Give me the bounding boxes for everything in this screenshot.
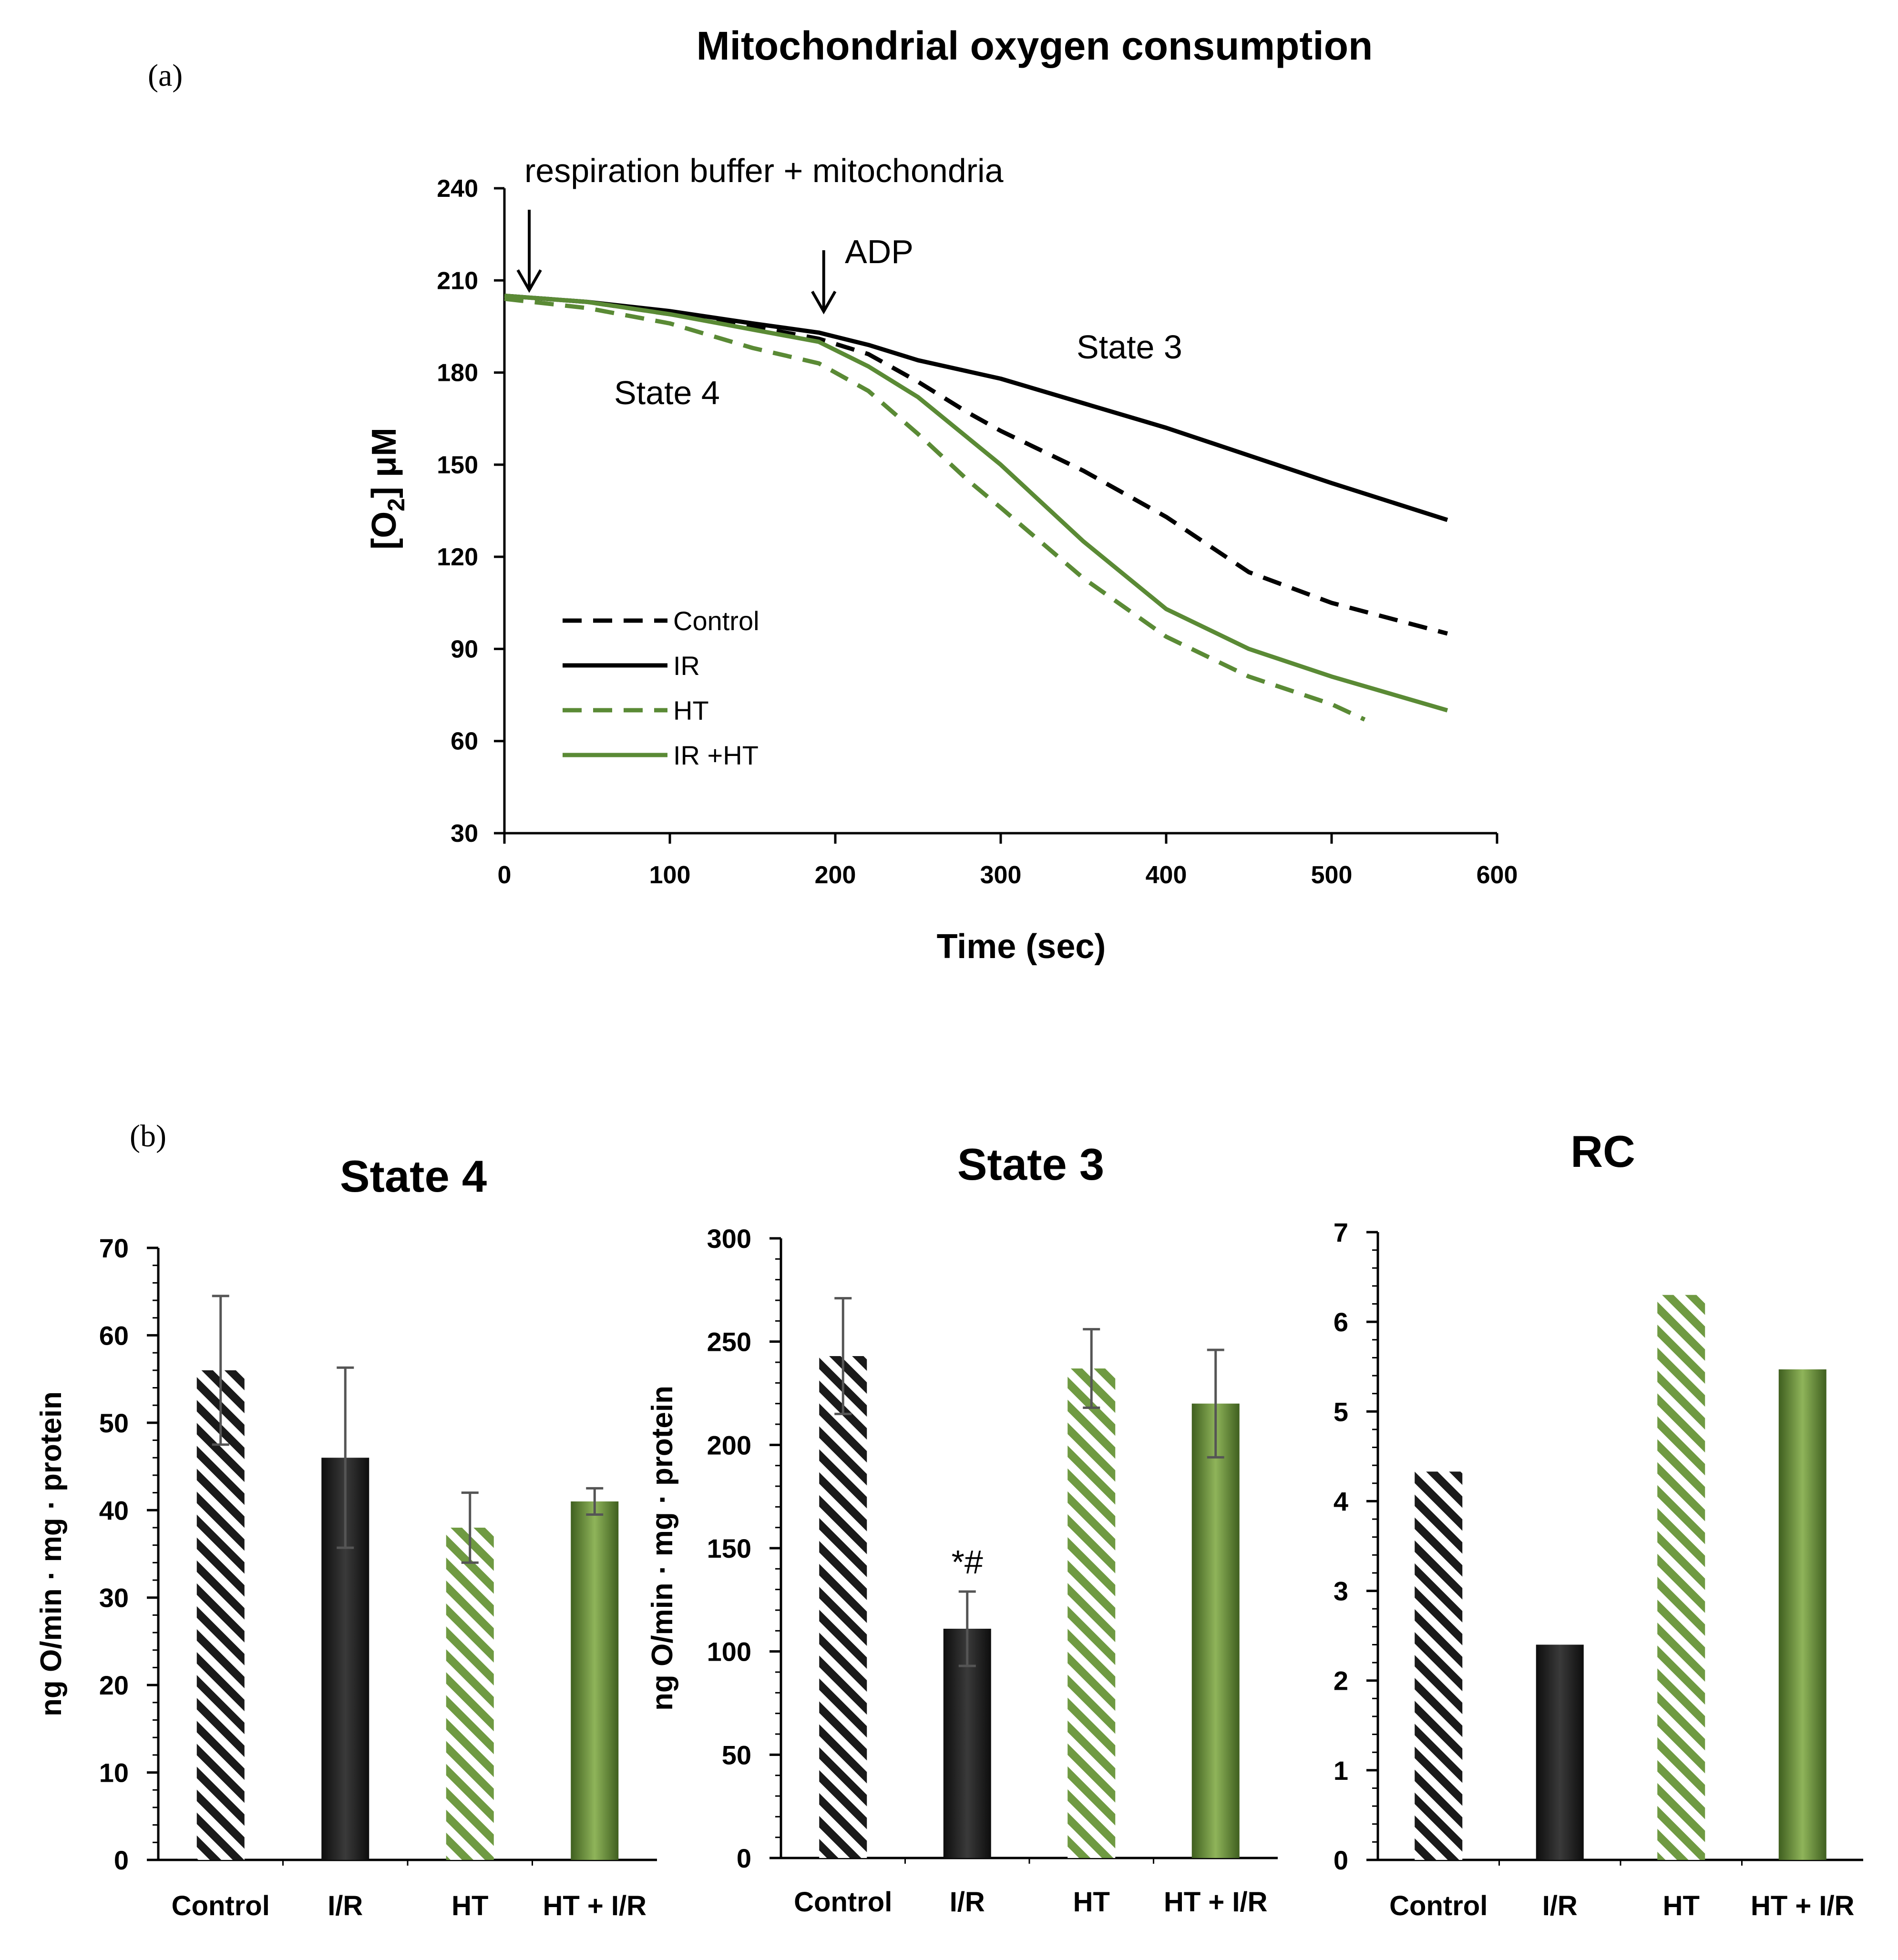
bar-ht-i-r — [1191, 1403, 1240, 1858]
bar-ht-i-r — [571, 1501, 619, 1860]
x-tick-label: 500 — [1311, 861, 1353, 889]
category-label-i-r: I/R — [328, 1890, 363, 1921]
line-chart-title: Mitochondrial oxygen consumption — [697, 23, 1373, 68]
ylabel-unit: ] μM — [365, 428, 403, 498]
x-tick-label: 0 — [498, 861, 512, 889]
series-line-control — [504, 294, 1448, 636]
annotation-state4: State 4 — [614, 374, 720, 411]
line-chart-xlabel: Time (sec) — [937, 928, 1106, 966]
category-label-ht: HT — [1663, 1890, 1700, 1921]
line-chart-ticks: 0 100 200 300 400 500 600 30 60 90 120 150 180 210 240 — [437, 175, 1518, 889]
bar-control — [196, 1370, 245, 1860]
bar-chart-state3: State 3 ng O/min · mg · protein 0 50 100 150 2… — [646, 1139, 1278, 1918]
bar-chart-ylabel: ng O/min · mg · protein — [646, 1386, 679, 1711]
legend-label-ir: IR — [673, 651, 700, 681]
line-chart-ylabel: [O2] μM — [365, 428, 410, 550]
category-label-ht-i-r: HT + I/R — [1751, 1890, 1855, 1921]
bar-chart-title: State 4 — [340, 1151, 487, 1201]
y-tick-label: 50 — [99, 1408, 129, 1438]
y-tick-label: 2 — [1334, 1666, 1348, 1696]
y-tick-label: 210 — [437, 267, 478, 295]
series-line-ht — [504, 296, 1366, 722]
y-tick-label: 10 — [99, 1758, 129, 1788]
bar-chart-title: RC — [1570, 1126, 1635, 1176]
y-tick-label: 0 — [737, 1843, 751, 1873]
arrow-head — [516, 269, 542, 293]
legend-label-ir-ht: IR +HT — [673, 740, 759, 770]
bar-ht-i-r — [1778, 1369, 1826, 1860]
bar-ht — [1067, 1368, 1116, 1858]
y-tick-label: 0 — [114, 1845, 129, 1875]
bar-control — [1415, 1471, 1463, 1860]
x-tick-label: 100 — [649, 861, 691, 889]
panel-a-label: (a) — [148, 58, 183, 93]
annotation-adp: ADP — [845, 233, 913, 270]
bar-chart-ylabel: ng O/min · mg · protein — [35, 1391, 68, 1716]
bar-chart-state4: State 4 ng O/min · mg · protein 0 10 20 30 40 5… — [35, 1151, 657, 1921]
y-tick-label: 6 — [1334, 1307, 1348, 1337]
category-label-i-r: I/R — [950, 1887, 985, 1918]
category-label-control: Control — [172, 1890, 270, 1921]
y-tick-label: 50 — [722, 1740, 751, 1770]
y-tick-label: 20 — [99, 1670, 129, 1700]
y-tick-label: 40 — [99, 1495, 129, 1525]
y-tick-label: 30 — [99, 1583, 129, 1613]
category-label-control: Control — [1389, 1890, 1488, 1921]
y-tick-label: 60 — [451, 728, 478, 755]
ylabel-subscript: 2 — [383, 498, 410, 511]
annotation-buffer: respiration buffer + mitochondria — [524, 152, 1004, 189]
series-line-ir-ht — [504, 294, 1448, 713]
y-tick-label: 200 — [707, 1430, 751, 1460]
y-tick-label: 60 — [99, 1320, 129, 1350]
category-label-ht-i-r: HT + I/R — [543, 1890, 646, 1921]
bar-ht — [446, 1527, 494, 1860]
category-label-i-r: I/R — [1542, 1890, 1578, 1921]
y-tick-label: 90 — [451, 635, 478, 663]
arrow-head — [811, 291, 837, 315]
legend-label-ht: HT — [673, 695, 709, 725]
ylabel-main: [O — [365, 511, 403, 550]
event-arrows — [516, 210, 837, 315]
category-label-ht: HT — [1073, 1887, 1110, 1918]
y-tick-label: 150 — [437, 451, 478, 479]
y-tick-label: 3 — [1334, 1576, 1348, 1606]
y-tick-label: 1 — [1334, 1756, 1348, 1786]
bar-chart-title: State 3 — [957, 1139, 1104, 1189]
legend-label-control: Control — [673, 606, 759, 636]
y-tick-label: 180 — [437, 359, 478, 387]
panel-b-label: (b) — [130, 1119, 166, 1154]
y-tick-label: 120 — [437, 543, 478, 571]
line-chart-axes — [503, 188, 1497, 835]
category-label-ht-i-r: HT + I/R — [1164, 1887, 1268, 1918]
y-tick-label: 100 — [707, 1637, 751, 1667]
y-tick-label: 150 — [707, 1533, 751, 1563]
y-tick-label: 30 — [451, 820, 478, 847]
x-tick-label: 400 — [1146, 861, 1187, 889]
bar-control — [819, 1356, 867, 1858]
y-tick-label: 4 — [1334, 1486, 1348, 1516]
y-tick-label: 300 — [707, 1224, 751, 1254]
y-tick-label: 7 — [1334, 1217, 1348, 1247]
category-label-ht: HT — [451, 1890, 488, 1921]
bar-ht — [1657, 1295, 1705, 1860]
line-chart-series — [504, 294, 1448, 722]
y-tick-label: 0 — [1334, 1845, 1348, 1875]
significance-marker: *# — [952, 1543, 983, 1581]
bar-i-r — [1536, 1644, 1584, 1860]
bar-chart-rc: RC 0 1 2 3 4 5 6 7 Control I/R HT HT + I/R — [1334, 1126, 1863, 1921]
x-tick-label: 600 — [1477, 861, 1518, 889]
category-label-control: Control — [794, 1887, 892, 1918]
x-tick-label: 200 — [815, 861, 856, 889]
x-tick-label: 300 — [980, 861, 1022, 889]
y-tick-label: 240 — [437, 175, 478, 203]
series-line-ir — [504, 294, 1448, 522]
y-tick-label: 5 — [1334, 1397, 1348, 1427]
line-chart-legend: Control IR HT IR +HT — [563, 606, 759, 770]
line-chart: Mitochondrial oxygen consumption 0 100 200… — [365, 23, 1518, 966]
annotation-state3: State 3 — [1077, 328, 1182, 366]
y-tick-label: 70 — [99, 1233, 129, 1263]
y-tick-label: 250 — [707, 1327, 751, 1357]
